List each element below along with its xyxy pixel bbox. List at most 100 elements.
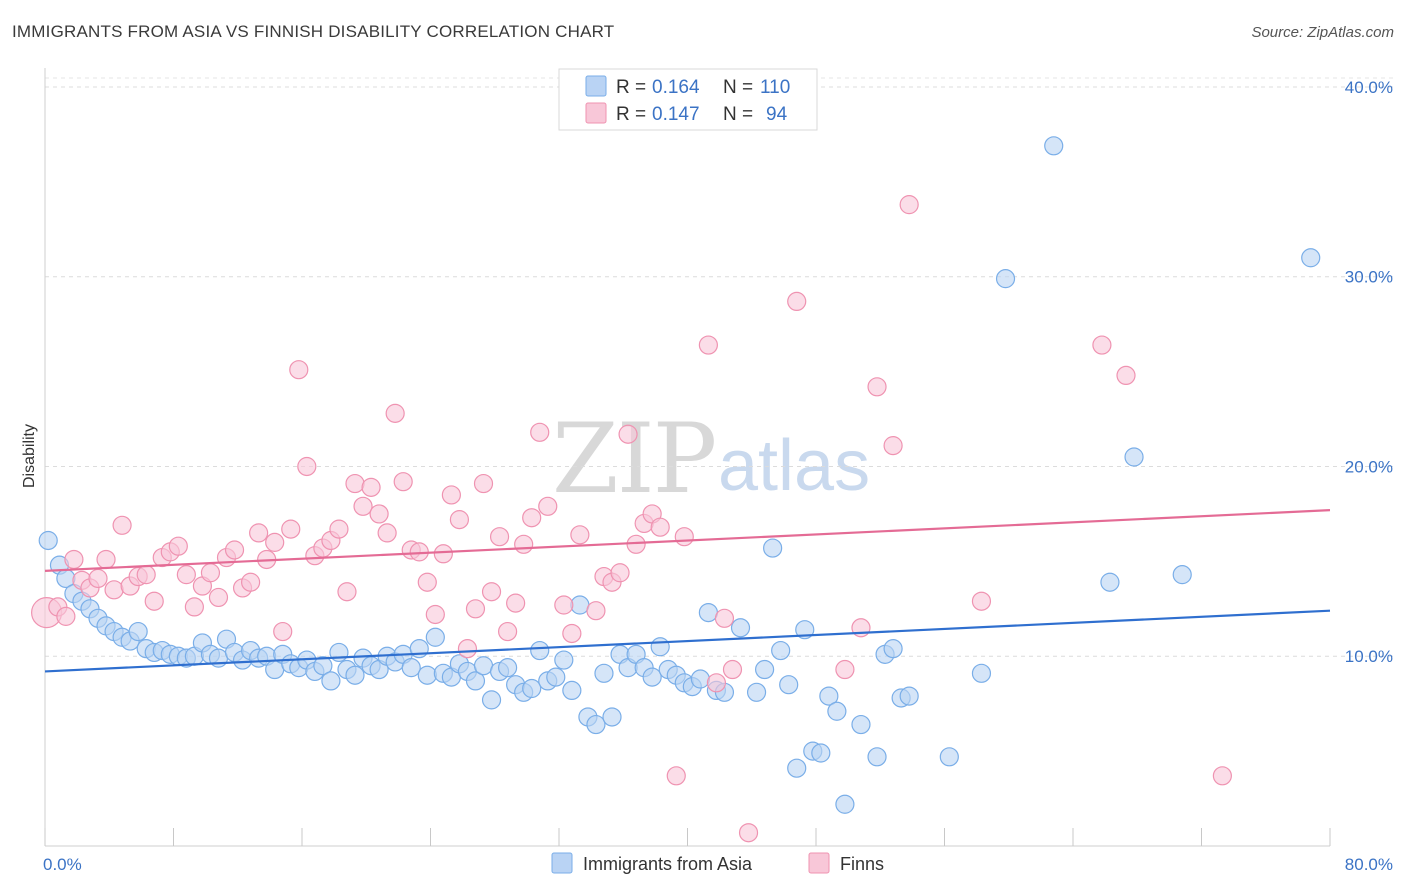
legend-swatch-finns [585,102,607,124]
point-immigrants-from-asia [754,659,775,680]
y-tick-labels: 10.0% 20.0% 30.0% 40.0% [1345,78,1393,666]
point-immigrants-from-asia [417,665,437,685]
point-finns [449,510,470,530]
point-finns [899,195,919,215]
point-finns [562,623,582,644]
point-finns [522,508,542,528]
point-finns [489,527,510,547]
point-immigrants-from-asia [899,686,919,706]
point-finns [787,291,807,311]
point-finns [353,496,373,516]
point-finns [265,532,285,552]
point-immigrants-from-asia [811,743,831,763]
point-finns [104,580,124,600]
point-finns [241,572,261,592]
point-immigrants-from-asia [128,621,148,642]
point-finns [64,549,84,570]
point-immigrants-from-asia [1124,447,1144,467]
point-finns [883,436,903,456]
point-immigrants-from-asia [730,618,751,638]
point-finns [425,604,445,625]
point-immigrants-from-asia [530,640,550,661]
point-immigrants-from-asia [883,639,903,659]
point-finns [144,591,164,611]
point-immigrants-from-asia [586,714,606,735]
point-finns [88,568,108,589]
y-tick-label: 10.0% [1345,647,1393,666]
point-finns [297,456,317,477]
legend-n-value-asia: 110 [760,77,790,98]
point-immigrants-from-asia [546,667,566,687]
point-immigrants-from-asia [602,707,622,727]
point-finns [273,621,293,642]
stats-legend: R = 0.164 N = 110 R = 0.147 N = 94 [558,68,818,131]
point-finns [224,540,245,560]
point-immigrants-from-asia [345,665,365,685]
point-immigrants-from-asia [554,650,574,670]
point-finns [618,424,638,444]
point-finns [570,525,590,545]
point-finns [650,517,670,537]
point-immigrants-from-asia [819,686,839,706]
point-finns [417,572,437,592]
point-finns [337,582,357,602]
point-finns [200,563,221,583]
point-finns [457,639,478,659]
point-immigrants-from-asia [835,794,855,814]
point-finns [377,523,397,543]
legend-r-value-finns: 0.147 [652,104,700,125]
point-finns [249,523,269,543]
trend-line-immigrants-from-asia [44,609,1331,673]
point-immigrants-from-asia [939,747,959,767]
point-immigrants-from-asia [522,678,542,699]
point-finns [610,563,630,583]
point-finns [176,565,196,585]
point-finns [385,403,405,423]
legend-swatch-asia [585,75,607,97]
point-finns [441,485,461,505]
point-finns [56,606,76,626]
point-finns [1116,365,1136,386]
legend-n-label-finns: N = [723,104,753,125]
point-finns [514,534,534,554]
point-immigrants-from-asia [779,675,799,695]
point-immigrants-from-asia [313,656,333,676]
point-finns [184,597,204,617]
point-immigrants-from-asia [650,637,670,657]
bottom-legend-swatch-finns [808,852,830,874]
point-finns [506,593,526,613]
bottom-legend-label-finns: Finns [840,854,884,874]
point-immigrants-from-asia [690,669,710,689]
point-immigrants-from-asia [1301,248,1321,268]
point-immigrants-from-asia [38,530,58,551]
point-finns [586,601,606,621]
point-finns [369,504,389,524]
trend-line-finns [44,509,1331,572]
x-axis-ticks [44,828,1331,846]
point-finns [345,473,365,494]
point-finns [698,335,718,355]
gridlines [45,77,1393,657]
point-immigrants-from-asia [763,538,783,558]
legend-r-value-asia: 0.164 [652,77,700,98]
x-tick-label-max: 80.0% [1345,855,1393,874]
point-finns [498,621,518,642]
point-immigrants-from-asia [995,269,1016,289]
watermark-zip: ZIP [552,403,715,515]
point-immigrants-from-asia [795,620,815,640]
point-immigrants-from-asia [465,671,486,691]
point-immigrants-from-asia [1100,572,1120,592]
point-finns [208,587,229,608]
point-finns [281,519,301,539]
point-immigrants-from-asia [867,747,887,767]
y-tick-label: 40.0% [1345,78,1393,97]
point-immigrants-from-asia [481,690,502,710]
point-finns [168,536,188,556]
point-finns [112,515,132,535]
point-immigrants-from-asia [562,680,582,701]
point-finns [361,477,381,497]
legend-r-label-asia: R = [616,77,646,98]
point-immigrants-from-asia [425,627,445,647]
point-finns [530,422,550,442]
